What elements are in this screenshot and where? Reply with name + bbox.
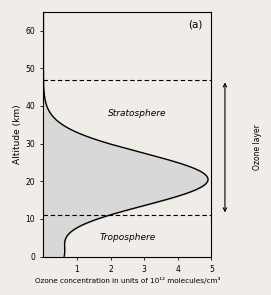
X-axis label: Ozone concentration in units of 10¹² molecules/cm³: Ozone concentration in units of 10¹² mol… xyxy=(35,277,220,284)
Y-axis label: Altitude (km): Altitude (km) xyxy=(14,104,22,164)
Text: Stratosphere: Stratosphere xyxy=(108,109,167,118)
Text: Ozone layer: Ozone layer xyxy=(253,124,262,170)
Text: Troposphere: Troposphere xyxy=(99,233,156,242)
Text: (a): (a) xyxy=(189,19,203,29)
